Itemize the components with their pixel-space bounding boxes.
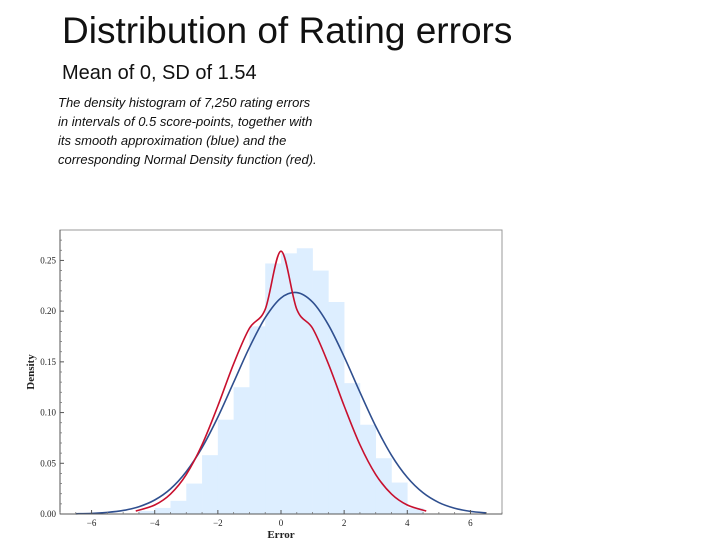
histogram-bar xyxy=(328,302,345,514)
smooth-approximation-curve xyxy=(75,291,487,515)
histogram-bar xyxy=(138,510,156,514)
histogram-bar xyxy=(202,455,219,514)
y-tick-label: 0.05 xyxy=(40,458,56,468)
histogram-bar xyxy=(170,500,187,514)
y-tick-label: 0.00 xyxy=(40,509,56,519)
y-tick-label: 0.10 xyxy=(40,408,56,418)
normal-density-curve xyxy=(135,250,427,512)
histogram-bar xyxy=(407,507,424,514)
histogram-bar xyxy=(186,483,203,514)
histogram-bar xyxy=(281,253,298,515)
x-tick-label: 2 xyxy=(342,518,347,528)
density-curves xyxy=(75,250,487,515)
histogram-bars xyxy=(138,248,424,515)
slide-title: Distribution of Rating errors xyxy=(62,10,513,51)
histogram-bar xyxy=(344,383,361,514)
histogram-bar xyxy=(249,326,266,514)
x-tick-label: 6 xyxy=(468,518,473,528)
histogram-bar xyxy=(154,507,171,514)
histogram-bar xyxy=(296,248,313,514)
y-tick-label: 0.20 xyxy=(40,306,56,316)
histogram-bar xyxy=(359,424,377,514)
x-axis-label: Error xyxy=(267,529,294,540)
x-tick-label: 4 xyxy=(405,518,410,528)
x-tick-label: −4 xyxy=(150,518,160,528)
histogram-bar xyxy=(217,419,234,514)
x-tick-label: 0 xyxy=(279,518,284,528)
axes: −6 −4 −2 0 2 4 6 0.00 0.05 0.10 0.15 0.20 0.25 xyxy=(40,230,503,528)
x-tick-label: −6 xyxy=(87,518,97,528)
histogram-bar xyxy=(391,482,408,514)
y-axis-label: Density xyxy=(25,354,37,390)
histogram-bar xyxy=(265,263,282,514)
density-histogram-chart: −6 −4 −2 0 2 4 6 0.00 0.05 0.10 0.15 0.20 0.25 Densi… xyxy=(25,229,503,540)
y-tick-label: 0.15 xyxy=(40,357,56,367)
slide-subtitle: Mean of 0, SD of 1.54 xyxy=(62,62,257,84)
x-tick-label: −2 xyxy=(213,518,223,528)
histogram-bar xyxy=(312,270,329,514)
histogram-bar xyxy=(233,387,250,514)
figure-caption: The density histogram of 7,250 rating er… xyxy=(58,95,317,167)
y-tick-label: 0.25 xyxy=(40,255,56,265)
